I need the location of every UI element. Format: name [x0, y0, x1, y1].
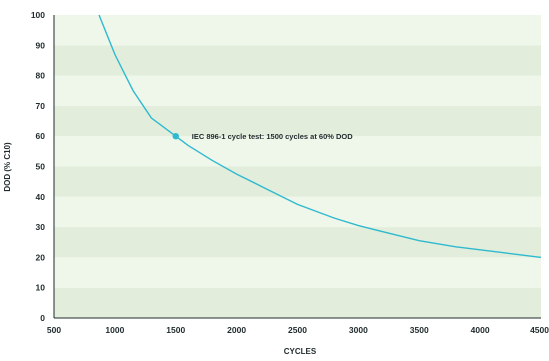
x-tick-label: 2500: [288, 325, 307, 335]
annotation-label: IEC 896-1 cycle test: 1500 cycles at 60%…: [192, 132, 354, 141]
x-tick-label: 3000: [349, 325, 368, 335]
x-tick-label: 4500: [530, 325, 549, 335]
y-axis-title: DOD (% C10): [3, 142, 12, 192]
y-tick-label: 20: [36, 252, 46, 262]
y-tick-label: 10: [36, 283, 46, 293]
background-band: [54, 15, 541, 46]
highlight-point: [172, 133, 179, 140]
y-tick-label: 50: [36, 162, 46, 172]
y-tick-label: 90: [36, 40, 46, 50]
background-band: [54, 45, 541, 76]
y-tick-label: 60: [36, 131, 46, 141]
background-band: [54, 166, 541, 197]
y-tick-label: 80: [36, 71, 46, 81]
x-tick-label: 2000: [227, 325, 246, 335]
x-axis-title: CYCLES: [284, 347, 317, 356]
x-tick-label: 500: [47, 325, 61, 335]
background-band: [54, 105, 541, 137]
x-axis-tick-labels: 500 1000 1500 2000 2500 3000 3500 4000 4500: [47, 325, 549, 335]
y-tick-label: 40: [36, 192, 46, 202]
y-axis-tick-labels: 0 10 20 30 40 50 60 70 80 90 100: [31, 10, 45, 323]
background-band: [54, 75, 541, 106]
background-bands: [54, 15, 541, 318]
x-tick-label: 1000: [105, 325, 124, 335]
background-band: [54, 257, 541, 288]
x-tick-label: 1500: [166, 325, 185, 335]
background-band: [54, 287, 541, 318]
x-tick-label: 4000: [471, 325, 490, 335]
y-tick-label: 0: [40, 313, 45, 323]
x-tick-label: 3500: [410, 325, 429, 335]
background-band: [54, 136, 541, 167]
background-band: [54, 227, 541, 258]
background-band: [54, 196, 541, 228]
y-tick-label: 100: [31, 10, 45, 20]
series-line: [98, 14, 542, 259]
y-tick-label: 70: [36, 101, 46, 111]
y-tick-label: 30: [36, 222, 46, 232]
